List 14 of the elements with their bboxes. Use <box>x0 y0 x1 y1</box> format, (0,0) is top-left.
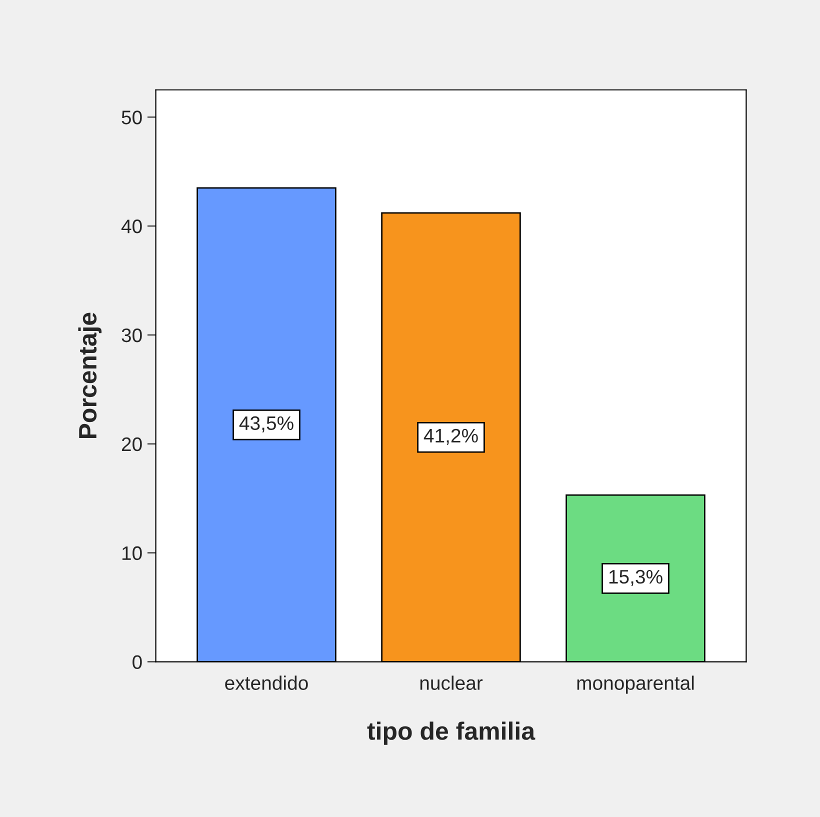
x-tick-label: extendido <box>225 676 308 690</box>
y-tick-label: 30 <box>122 328 142 342</box>
y-axis-title: Porcentaje <box>78 312 102 438</box>
y-tick-label: 50 <box>122 110 142 124</box>
x-axis-title: tipo de familia <box>367 722 536 745</box>
y-tick-label: 40 <box>121 220 142 234</box>
y-tick-label: 0 <box>132 655 142 670</box>
x-tick-label: monoparental <box>577 676 694 694</box>
y-tick-label: 10 <box>122 546 142 560</box>
data-label: 43,5% <box>239 416 294 432</box>
y-tick-label: 20 <box>122 437 142 452</box>
x-tick-label: nuclear <box>420 676 483 690</box>
data-label: 15,3% <box>609 570 662 586</box>
data-label: 41,2% <box>424 428 478 445</box>
